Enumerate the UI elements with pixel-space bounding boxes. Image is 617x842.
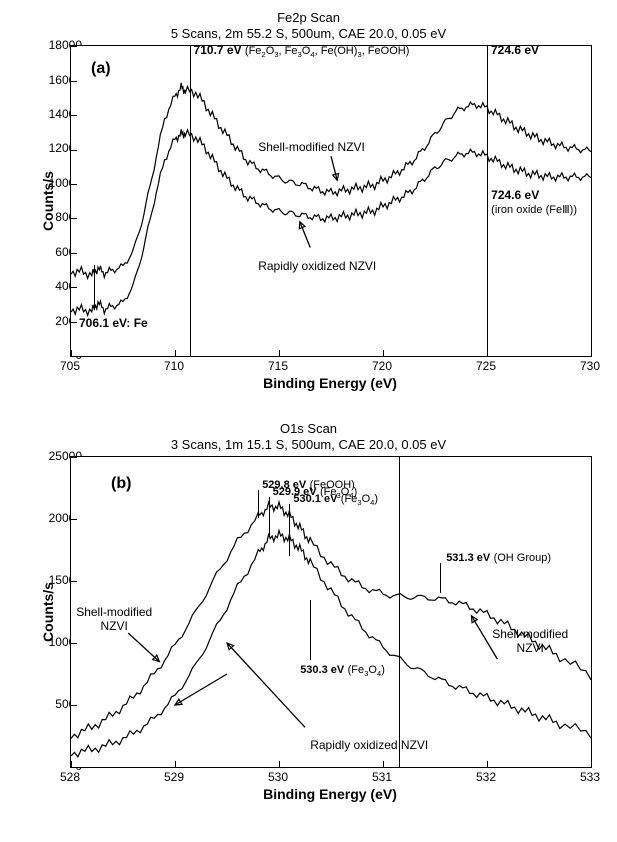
xtick: 725 — [476, 359, 496, 373]
panel-a: Fe2p Scan 5 Scans, 2m 55.2 S, 500um, CAE… — [10, 10, 607, 391]
panel-b-title: O1s Scan 3 Scans, 1m 15.1 S, 500um, CAE … — [10, 421, 607, 452]
panel-a-letter: (a) — [91, 60, 111, 78]
xtick: 531 — [372, 770, 392, 784]
xtick: 532 — [476, 770, 496, 784]
xlabel-a: Binding Energy (eV) — [70, 375, 590, 391]
plot-a-frame: (a) 710.7 eV (Fe2O3, Fe3O4, Fe(OH)3, FeO… — [70, 45, 592, 357]
xlabel-b: Binding Energy (eV) — [70, 786, 590, 802]
xtick: 528 — [60, 770, 80, 784]
xtick: 720 — [372, 359, 392, 373]
panel-b: O1s Scan 3 Scans, 1m 15.1 S, 500um, CAE … — [10, 421, 607, 802]
title-b-line2: 3 Scans, 1m 15.1 S, 500um, CAE 20.0, 0.0… — [171, 437, 446, 452]
panel-b-letter: (b) — [111, 475, 131, 493]
ylabel-b: Counts/s — [40, 582, 56, 642]
xtick: 715 — [268, 359, 288, 373]
xtick: 533 — [580, 770, 600, 784]
title-b-line1: O1s Scan — [280, 421, 337, 436]
panel-a-title: Fe2p Scan 5 Scans, 2m 55.2 S, 500um, CAE… — [10, 10, 607, 41]
plot-b-frame: (b) 529.8 eV (FeOOH)529.9 eV (Fe3O4)530.… — [70, 456, 592, 768]
xtick: 730 — [580, 359, 600, 373]
xtick: 529 — [164, 770, 184, 784]
xtick: 705 — [60, 359, 80, 373]
title-a-line2: 5 Scans, 2m 55.2 S, 500um, CAE 20.0, 0.0… — [171, 26, 446, 41]
series-upper — [71, 83, 591, 279]
xtick: 710 — [164, 359, 184, 373]
title-a-line1: Fe2p Scan — [277, 10, 340, 25]
xtick: 530 — [268, 770, 288, 784]
